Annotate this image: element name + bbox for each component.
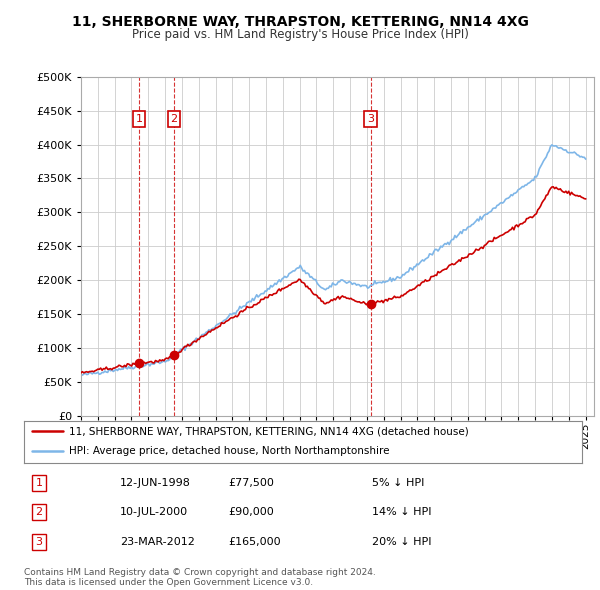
Text: 11, SHERBORNE WAY, THRAPSTON, KETTERING, NN14 4XG: 11, SHERBORNE WAY, THRAPSTON, KETTERING,… <box>71 15 529 29</box>
Text: £165,000: £165,000 <box>228 537 281 546</box>
Text: Price paid vs. HM Land Registry's House Price Index (HPI): Price paid vs. HM Land Registry's House … <box>131 28 469 41</box>
Text: 20% ↓ HPI: 20% ↓ HPI <box>372 537 431 546</box>
Text: 5% ↓ HPI: 5% ↓ HPI <box>372 478 424 487</box>
Text: 14% ↓ HPI: 14% ↓ HPI <box>372 507 431 517</box>
Text: 1: 1 <box>35 478 43 487</box>
Text: HPI: Average price, detached house, North Northamptonshire: HPI: Average price, detached house, Nort… <box>68 446 389 456</box>
Text: 3: 3 <box>367 114 374 124</box>
Text: £90,000: £90,000 <box>228 507 274 517</box>
Text: 10-JUL-2000: 10-JUL-2000 <box>120 507 188 517</box>
Text: 23-MAR-2012: 23-MAR-2012 <box>120 537 195 546</box>
Text: 1: 1 <box>136 114 142 124</box>
Text: 3: 3 <box>35 537 43 546</box>
Text: 11, SHERBORNE WAY, THRAPSTON, KETTERING, NN14 4XG (detached house): 11, SHERBORNE WAY, THRAPSTON, KETTERING,… <box>68 427 469 436</box>
Text: Contains HM Land Registry data © Crown copyright and database right 2024.
This d: Contains HM Land Registry data © Crown c… <box>24 568 376 587</box>
Text: £77,500: £77,500 <box>228 478 274 487</box>
Text: 12-JUN-1998: 12-JUN-1998 <box>120 478 191 487</box>
Text: 2: 2 <box>170 114 178 124</box>
Text: 2: 2 <box>35 507 43 517</box>
